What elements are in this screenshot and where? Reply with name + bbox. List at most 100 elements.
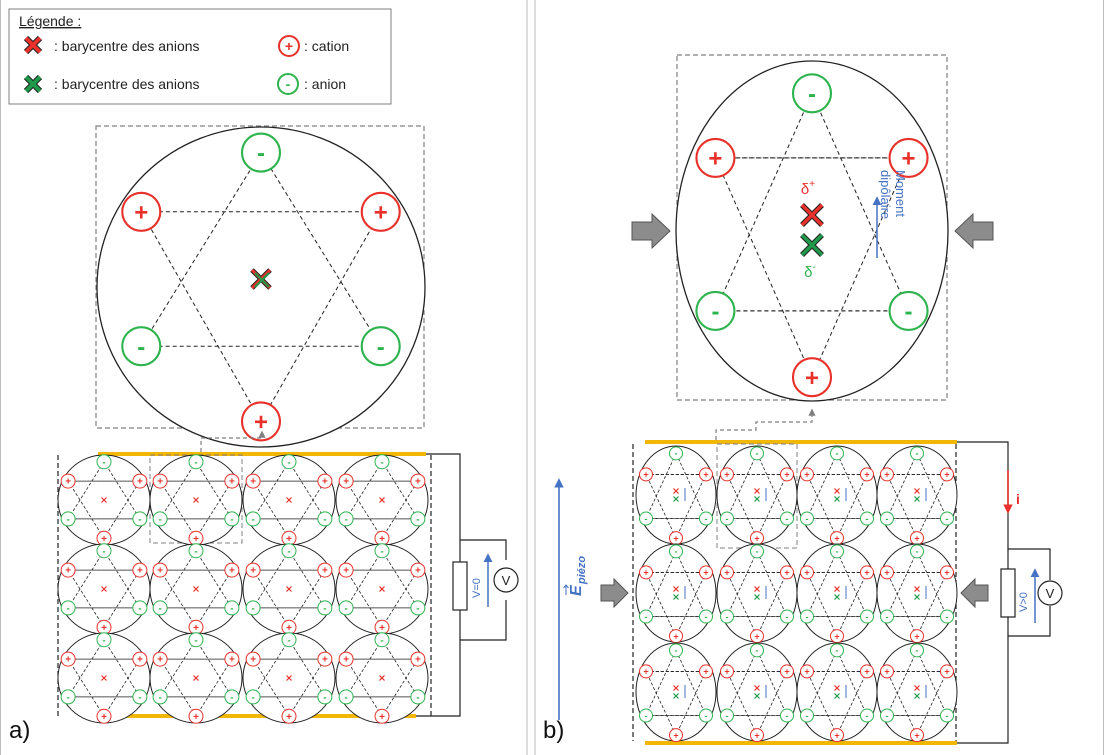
svg-text:-: -: [916, 449, 919, 459]
panel-b-lattice: -+ +- -+-+ +- -+-+ +- -+-+ +- -+-+ +- -+-+ +- -+-+ +-…: [635, 445, 958, 743]
svg-text:-: -: [916, 646, 919, 656]
svg-text:-: -: [323, 515, 326, 526]
cation-icon: +: [121, 191, 162, 232]
anion-triangle: [159, 549, 233, 609]
panel-b-zoom-press-right-icon: [954, 212, 994, 250]
cation-barycentre-cross-icon-fill: [800, 203, 824, 227]
barycentre-cross-icon: [193, 586, 199, 592]
cation-icon: +: [338, 651, 354, 667]
unit-cell: - + + - - +: [635, 543, 717, 644]
svg-text:-: -: [645, 711, 648, 721]
anion-icon: -: [780, 708, 794, 723]
barycentre-cross-icon: [379, 497, 385, 503]
svg-text:-: -: [675, 449, 678, 459]
anion-icon: -: [410, 689, 426, 705]
anion-icon: -: [780, 609, 794, 624]
anion-icon: -: [695, 290, 736, 331]
svg-text:-: -: [836, 449, 839, 459]
cation-icon: +: [940, 664, 954, 679]
panel-b-zoom-connector: [715, 408, 816, 440]
anion-icon: -: [317, 511, 333, 527]
svg-text:-: -: [380, 457, 383, 468]
unit-cell: - + + - - +: [716, 543, 798, 644]
svg-text:+: +: [834, 631, 839, 641]
svg-text:+: +: [944, 568, 949, 578]
svg-text:+: +: [229, 566, 235, 577]
anion-icon: -: [281, 632, 297, 648]
unit-cell: - + + - - +: [796, 642, 878, 743]
anion-icon: -: [940, 609, 954, 624]
panel-b-zoomed-unit: - + + - - +: [675, 60, 949, 402]
svg-text:+: +: [708, 146, 722, 173]
anion-icon: -: [245, 511, 261, 527]
cation-icon: +: [910, 728, 924, 743]
svg-text:-: -: [287, 635, 290, 646]
anion-triangle: [140, 151, 382, 347]
anion-icon: -: [720, 708, 734, 723]
anion-icon: -: [281, 543, 297, 559]
legend-red-cross-icon: [23, 35, 43, 55]
unit-cell: - + + - - +: [635, 445, 717, 546]
svg-text:+: +: [864, 568, 869, 578]
legend: Légende : : barycentre des anions : bary…: [8, 8, 392, 105]
anion-icon: -: [940, 708, 954, 723]
cation-barycentre-cross-icon: [754, 586, 760, 592]
panel-a-zoom-connector: [200, 430, 266, 452]
svg-text:+: +: [643, 568, 648, 578]
svg-text:-: -: [866, 514, 869, 524]
anion-barycentre-cross-icon: [754, 594, 760, 600]
panel-a-wire-bottom: [416, 600, 507, 717]
svg-text:+: +: [643, 667, 648, 677]
anion-barycentre-cross-icon: [834, 496, 840, 502]
anion-barycentre-cross-icon: [673, 496, 679, 502]
svg-text:+: +: [754, 533, 759, 543]
cation-icon: +: [800, 664, 814, 679]
svg-text:-: -: [886, 612, 889, 622]
panel-a-lattice: -+ +- -+-+ +- -+-+ +- -+-+ +- -+-+ +- -+-+ +- -+-+ +-…: [57, 454, 429, 724]
barycentre-cross-icon: [101, 675, 107, 681]
svg-text:+: +: [322, 655, 328, 666]
anion-triangle: [714, 92, 910, 312]
panel-b-zoom-press-left-icon: [631, 212, 671, 250]
e-piezo-symbol: E: [568, 584, 585, 596]
anion-icon: -: [639, 511, 653, 526]
cation-icon: +: [317, 562, 333, 578]
cation-icon: +: [281, 708, 297, 724]
svg-text:-: -: [344, 693, 347, 704]
svg-text:+: +: [250, 655, 256, 666]
legend-cation-sign: +: [285, 38, 293, 54]
anion-icon: -: [410, 600, 426, 616]
anion-icon: -: [410, 511, 426, 527]
cation-icon: +: [880, 565, 894, 580]
svg-text:+: +: [137, 655, 143, 666]
svg-text:+: +: [914, 631, 919, 641]
barycentre-cross-icon: [379, 586, 385, 592]
svg-text:-: -: [946, 514, 949, 524]
barycentre-cross-icon: [286, 497, 292, 503]
svg-text:+: +: [673, 730, 678, 740]
anion-icon: -: [96, 543, 112, 559]
cation-triangle: [67, 480, 141, 540]
svg-text:+: +: [864, 470, 869, 480]
barycentre-cross-icon: [193, 497, 199, 503]
cation-barycentre-cross-icon: [914, 685, 920, 691]
cation-barycentre-cross-icon: [673, 586, 679, 592]
cation-icon: +: [240, 401, 282, 442]
svg-text:+: +: [703, 667, 708, 677]
svg-text:+: +: [703, 568, 708, 578]
cation-icon: +: [639, 664, 653, 679]
cation-icon: +: [720, 467, 734, 482]
anion-icon: -: [910, 446, 924, 461]
svg-text:+: +: [703, 470, 708, 480]
svg-text:-: -: [886, 514, 889, 524]
barycentre-cross-icon: [286, 675, 292, 681]
svg-text:+: +: [379, 534, 385, 545]
svg-text:-: -: [230, 693, 233, 704]
svg-text:+: +: [415, 655, 421, 666]
cation-icon: +: [281, 530, 297, 546]
cation-icon: +: [669, 629, 683, 644]
cation-icon: +: [830, 629, 844, 644]
svg-text:+: +: [944, 470, 949, 480]
cation-icon: +: [780, 565, 794, 580]
